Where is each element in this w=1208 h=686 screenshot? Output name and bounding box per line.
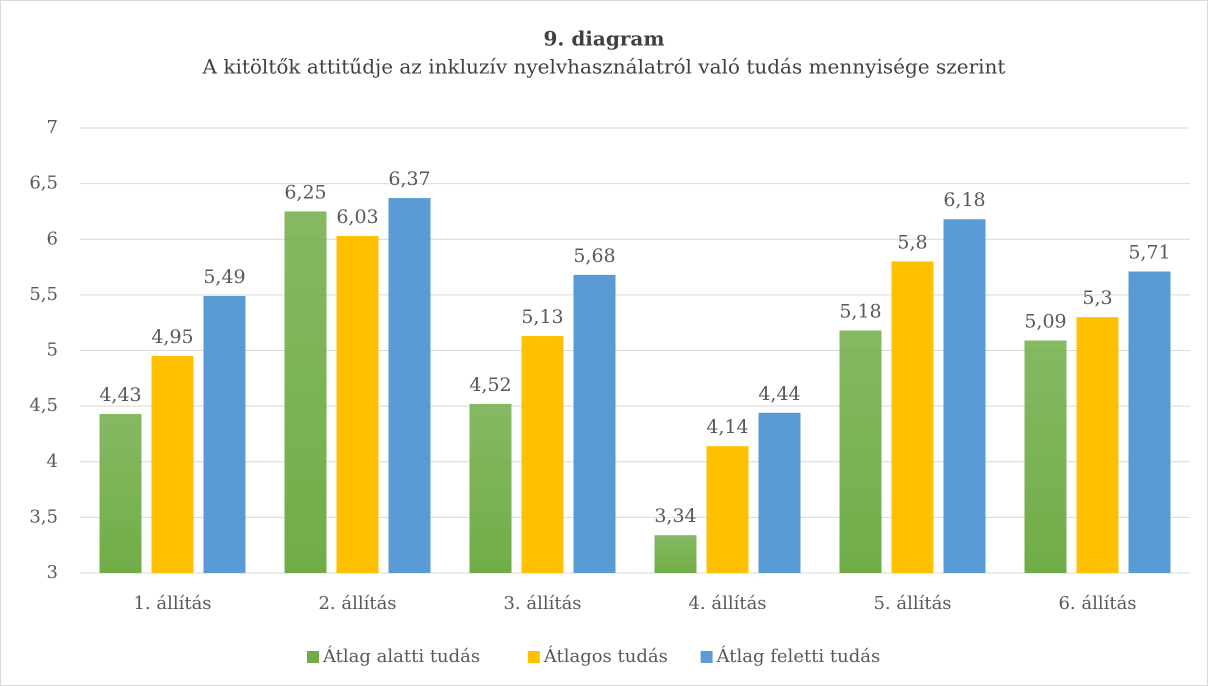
value-label: 5,8: [897, 232, 927, 254]
x-tick-label: 6. állítás: [1058, 593, 1136, 614]
value-label: 3,34: [654, 505, 696, 527]
legend-swatch: [307, 651, 319, 663]
y-tick-label: 6: [47, 228, 58, 249]
bar: [654, 535, 697, 573]
value-label: 5,18: [839, 300, 881, 322]
bar: [1076, 317, 1119, 573]
value-label: 4,44: [758, 383, 800, 405]
x-tick-label: 1. állítás: [133, 593, 211, 614]
bar: [943, 219, 986, 573]
legend-swatch: [527, 651, 540, 663]
y-tick-label: 3,5: [29, 506, 58, 527]
bar: [388, 198, 431, 573]
value-label: 5,09: [1024, 310, 1066, 332]
bar: [706, 446, 749, 573]
y-tick-label: 7: [47, 117, 58, 138]
x-tick-label: 3. állítás: [503, 593, 581, 614]
x-tick-label: 4. állítás: [688, 593, 766, 614]
legend-label: Átlagos tudás: [543, 644, 668, 667]
legend-label: Átlag alatti tudás: [322, 644, 480, 667]
bar: [758, 412, 801, 573]
x-tick-label: 5. állítás: [873, 593, 951, 614]
legend-label: Átlag feletti tudás: [716, 644, 881, 667]
value-label: 6,37: [388, 168, 430, 190]
bar: [151, 356, 194, 573]
y-tick-label: 5: [47, 340, 58, 361]
value-label: 5,71: [1128, 242, 1170, 264]
y-tick-label: 3: [47, 562, 58, 583]
chart-title: 9. diagram: [543, 27, 664, 51]
value-label: 6,25: [284, 181, 326, 203]
bar: [203, 295, 246, 573]
value-label: 5,3: [1082, 287, 1112, 309]
y-tick-label: 4: [47, 451, 58, 472]
value-label: 5,68: [573, 245, 615, 267]
bar: [839, 330, 882, 573]
bar: [891, 261, 934, 573]
bar: [1024, 340, 1067, 573]
value-label: 6,03: [336, 206, 378, 228]
bar: [469, 403, 512, 573]
bar: [336, 235, 379, 573]
value-label: 4,43: [99, 384, 141, 406]
bar: [99, 413, 142, 573]
value-label: 4,52: [469, 374, 511, 396]
x-tick-label: 2. állítás: [318, 593, 396, 614]
bar: [284, 211, 327, 573]
value-label: 6,18: [943, 189, 985, 211]
bar: [521, 336, 564, 573]
y-tick-label: 6,5: [29, 173, 58, 194]
legend-swatch: [700, 651, 713, 663]
bar: [573, 274, 616, 573]
value-label: 5,13: [521, 306, 563, 328]
y-tick-label: 4,5: [29, 395, 58, 416]
value-label: 4,95: [151, 326, 193, 348]
value-label: 4,14: [706, 416, 748, 438]
y-tick-label: 5,5: [29, 284, 58, 305]
chart-subtitle: A kitöltők attitűdje az inkluzív nyelvha…: [202, 55, 1006, 79]
bar: [1128, 271, 1171, 573]
value-label: 5,49: [203, 266, 245, 288]
